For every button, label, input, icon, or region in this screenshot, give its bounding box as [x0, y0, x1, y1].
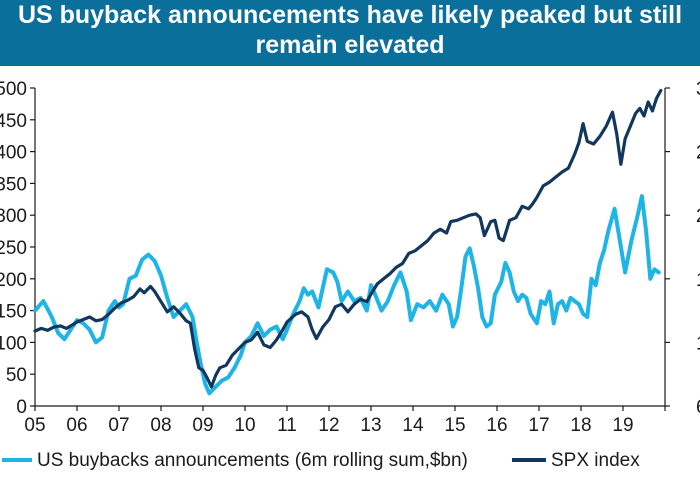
buybacks-series-line	[33, 194, 661, 396]
left-axis-tick-label: 100	[0, 333, 27, 354]
right-axis-tick-label: 2600	[696, 143, 700, 164]
legend-label-buybacks: US buybacks announcements (6m rolling su…	[37, 450, 468, 471]
right-axis-tick-label: 600	[696, 397, 700, 418]
x-axis-tick-label: 07	[108, 415, 129, 436]
x-axis-tick-label: 11	[277, 415, 297, 436]
left-axis-tick-label: 50	[6, 365, 27, 386]
x-axis-tick-label: 10	[234, 415, 255, 436]
right-axis-tick-label: 1600	[696, 270, 700, 291]
axes: 0501001502002503003504004505006001100160…	[0, 79, 700, 436]
right-axis-tick-label: 1100	[696, 333, 700, 354]
left-axis-tick-label: 500	[0, 79, 27, 100]
left-axis-tick-label: 450	[0, 111, 27, 132]
chart-title-line-1: US buyback announcements have likely pea…	[17, 1, 683, 29]
series-layer	[33, 88, 663, 396]
chart-title-line-2: remain elevated	[255, 31, 445, 59]
x-axis-tick-label: 06	[66, 415, 87, 436]
right-axis-tick-label: 2100	[696, 206, 700, 227]
x-axis-tick-label: 15	[444, 415, 465, 436]
left-axis-tick-label: 400	[0, 143, 27, 164]
legend: US buybacks announcements (6m rolling su…	[2, 450, 640, 471]
x-axis-tick-label: 18	[570, 415, 591, 436]
x-axis-tick-label: 09	[192, 415, 213, 436]
spx-index-series-line	[33, 88, 663, 389]
left-axis-tick-label: 200	[0, 270, 27, 291]
x-axis-tick-label: 05	[24, 415, 45, 436]
x-axis-tick-label: 08	[150, 415, 171, 436]
left-axis-tick-label: 300	[0, 206, 27, 227]
x-axis-tick-label: 14	[402, 415, 424, 436]
x-axis-tick-label: 19	[612, 415, 633, 436]
x-axis-tick-label: 12	[318, 415, 339, 436]
left-axis-tick-label: 150	[0, 302, 27, 323]
x-axis-tick-label: 17	[528, 415, 549, 436]
right-axis-tick-label: 3100	[696, 79, 700, 100]
x-axis-tick-label: 16	[486, 415, 507, 436]
left-axis-tick-label: 350	[0, 174, 27, 195]
chart-title-bar: US buyback announcements have likely pea…	[0, 0, 700, 66]
legend-label-spx: SPX index	[551, 450, 640, 471]
x-axis-tick-label: 13	[360, 415, 381, 436]
left-axis-tick-label: 250	[0, 238, 27, 259]
left-axis-tick-label: 0	[16, 397, 27, 418]
